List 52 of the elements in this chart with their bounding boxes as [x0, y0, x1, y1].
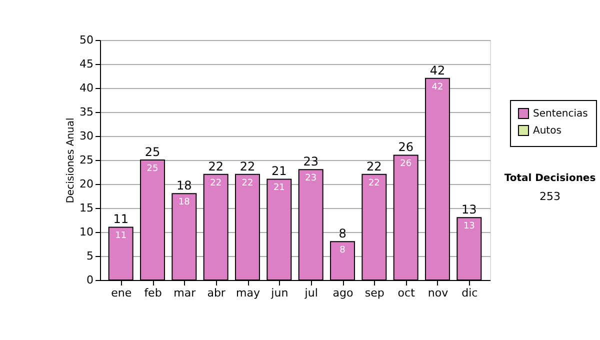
- y-tick-label: 25: [80, 154, 94, 166]
- data-label: 13: [463, 222, 475, 232]
- data-label: 23: [305, 174, 317, 184]
- data-label: 42: [432, 82, 444, 92]
- data-label: 22: [368, 178, 380, 188]
- y-tick-label: 50: [80, 34, 94, 46]
- x-tick-label: ene: [111, 286, 132, 300]
- total-label: 22: [208, 159, 224, 174]
- total-label: 18: [176, 178, 192, 193]
- total-label: 22: [366, 159, 382, 174]
- total-label: 21: [272, 164, 287, 178]
- x-tick-label: ago: [332, 286, 354, 300]
- text: 253: [540, 190, 560, 203]
- x-tick-label: sep: [364, 286, 384, 300]
- x-tick-label: mar: [174, 286, 196, 300]
- y-tick-label: 45: [80, 58, 94, 70]
- total-label: 23: [303, 154, 318, 169]
- text: Total Decisiones: [504, 173, 596, 184]
- data-label: 11: [115, 231, 127, 242]
- y-tick-label: 5: [86, 250, 94, 262]
- data-label: 26: [400, 159, 412, 170]
- x-tick-label: feb: [144, 286, 162, 300]
- data-label: 25: [146, 164, 158, 174]
- y-tick-label: 0: [86, 274, 94, 286]
- total-label: 8: [338, 226, 346, 241]
- x-tick-label: jul: [304, 286, 318, 300]
- data-label: 8: [340, 246, 346, 256]
- data-label: 22: [242, 178, 254, 188]
- x-tick-label: oct: [398, 286, 416, 300]
- total-label: 25: [144, 145, 160, 159]
- data-label: 21: [273, 183, 285, 194]
- legend-label: Autos: [533, 126, 562, 136]
- total-label: 13: [462, 202, 477, 217]
- y-tick-label: 35: [80, 106, 94, 118]
- total-label: 22: [240, 159, 256, 174]
- data-label: 22: [210, 178, 222, 188]
- data-label: 18: [178, 198, 190, 208]
- y-axis-title: Decisiones Anual: [66, 118, 77, 204]
- x-tick-label: jun: [270, 286, 288, 300]
- x-tick-label: abr: [207, 286, 226, 300]
- y-tick-label: 20: [80, 178, 94, 190]
- x-tick-label: may: [236, 286, 260, 300]
- y-tick-label: 10: [80, 226, 94, 238]
- legend-label: Sentencias: [533, 108, 588, 120]
- y-tick-label: 40: [80, 82, 94, 94]
- x-tick-label: dic: [462, 286, 478, 300]
- total-label: 42: [430, 63, 446, 78]
- y-tick-label: 30: [80, 130, 94, 142]
- y-tick-label: 15: [80, 202, 94, 214]
- total-label: 26: [398, 140, 414, 154]
- total-label: 11: [113, 212, 128, 226]
- x-tick-label: nov: [428, 286, 449, 300]
